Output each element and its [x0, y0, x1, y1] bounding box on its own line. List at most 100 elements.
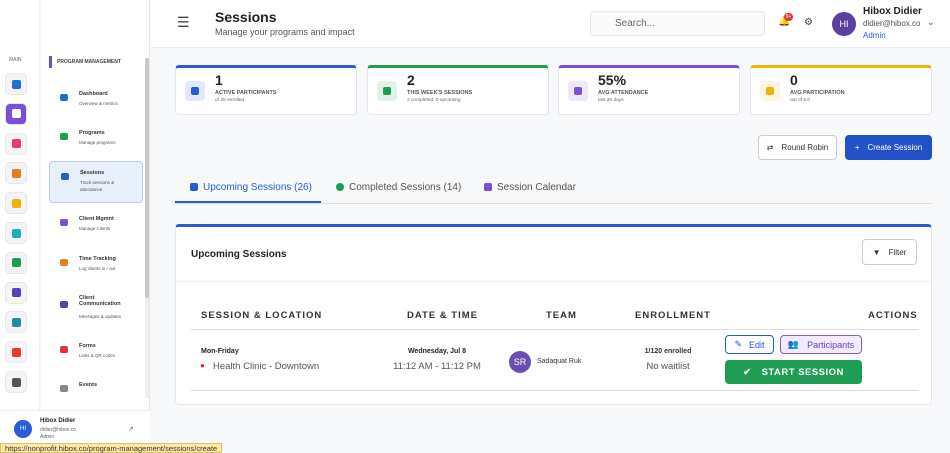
- stat-value: 1: [215, 72, 223, 88]
- rail-icon[interactable]: [5, 132, 27, 155]
- stat-icon: [377, 81, 397, 101]
- rail-icon[interactable]: [5, 73, 27, 95]
- stat-note: last 30 days: [598, 98, 624, 103]
- tab-underline: [175, 201, 321, 203]
- nav-icon: [60, 94, 68, 101]
- team-avatar: SR: [509, 351, 531, 373]
- stat-note: of 25 enrolled: [215, 98, 245, 103]
- avatar: HI: [14, 420, 32, 438]
- nav-desc: Log clients in / out: [79, 266, 116, 271]
- date-text: Wednesday, Jul 8: [407, 348, 467, 355]
- rail-icon[interactable]: [5, 341, 27, 364]
- start-session-button[interactable]: ✔ START SESSION: [725, 360, 862, 384]
- stat-value: 0: [790, 72, 798, 88]
- chevron[interactable]: ⌄: [927, 17, 935, 27]
- header: ☰ Sessions Manage your programs and impa…: [151, 0, 950, 48]
- create-session-button[interactable]: + Create Session: [845, 135, 932, 160]
- button-label: Participants: [807, 339, 855, 350]
- rail-icon[interactable]: [5, 192, 27, 215]
- section-label: PROGRAM MANAGEMENT: [57, 59, 121, 65]
- nav-icon: [60, 259, 68, 266]
- avatar[interactable]: HI: [832, 12, 856, 36]
- button-label: Edit: [749, 339, 765, 350]
- menu-toggle[interactable]: ☰: [177, 14, 190, 30]
- nav-desc: Track sessions & attendance: [80, 180, 115, 192]
- rail-icon[interactable]: [5, 371, 27, 393]
- sessions-panel: Upcoming Sessions ▼ Filter SESSION & LOCA…: [175, 224, 932, 405]
- nav-label: Client Mgmnt: [79, 216, 114, 222]
- filter-button[interactable]: ▼ Filter: [862, 239, 917, 265]
- nav-item[interactable]: Client Communication Messages & updates: [49, 287, 143, 321]
- rail-label: MAIN: [9, 57, 22, 63]
- nav-icon: [60, 385, 68, 392]
- rail-icon[interactable]: [5, 311, 27, 334]
- settings-icon[interactable]: ⚙: [804, 17, 813, 28]
- nav-label: Events: [79, 382, 98, 388]
- sidebar-user[interactable]: HI Hibox Didier didier@hibox.co Admin ↗: [0, 410, 150, 445]
- stat-note: out of 5.0: [790, 98, 811, 103]
- rail-icon[interactable]: [5, 162, 27, 185]
- rail-icon[interactable]: [5, 102, 27, 125]
- nav-item[interactable]: Forms Links & QR codes: [49, 335, 143, 369]
- nav-icon: [61, 173, 69, 180]
- nav-desc: Messages & updates: [79, 314, 122, 319]
- enrolled-text: 1/120 enrolled: [644, 348, 692, 355]
- user-role: Admin: [40, 434, 55, 440]
- user-email: didier@hibox.co: [863, 19, 921, 28]
- stat-icon: [760, 81, 780, 101]
- tabs-divider: [175, 203, 932, 204]
- nav-icon: [60, 301, 68, 308]
- bell-icon[interactable]: 🔔: [778, 16, 791, 27]
- nav-desc: Links & QR codes: [79, 353, 116, 358]
- nav-label: Forms: [79, 343, 96, 349]
- nav-item[interactable]: Dashboard Overview & metrics: [49, 83, 143, 117]
- stat-card: 2 THIS WEEK'S SESSIONS 2 completed, 0 upco…: [367, 65, 549, 115]
- stat-value: 55%: [598, 72, 627, 88]
- nav-item[interactable]: Client Mgmnt Manage Clients: [49, 208, 143, 242]
- nav-item[interactable]: Sessions Track sessions & attendance: [49, 161, 143, 203]
- rail-icon[interactable]: [5, 222, 27, 244]
- round-robin-button[interactable]: ⇄ Round Robin: [758, 135, 837, 160]
- button-label: Filter: [888, 247, 907, 257]
- pin-icon: ●: [200, 361, 205, 370]
- divider: [191, 390, 918, 391]
- column-header: TEAM: [546, 310, 577, 321]
- tab-icon: [190, 183, 198, 191]
- button-label: Create Session: [867, 143, 923, 152]
- tab-label: Completed Sessions (14): [349, 181, 462, 193]
- nav-label: Programs: [79, 130, 105, 136]
- tab[interactable]: Session Calendar: [484, 180, 576, 194]
- location: Health Clinic - Downtown: [213, 361, 320, 372]
- page-subtitle: Manage your programs and impact: [215, 27, 355, 37]
- stat-card: 55% AVG ATTENDANCE last 30 days: [558, 65, 740, 115]
- stat-label: ACTIVE PARTICIPANTS: [215, 90, 277, 96]
- tab[interactable]: Upcoming Sessions (26): [190, 180, 312, 194]
- edit-button[interactable]: ✎ Edit: [725, 335, 774, 354]
- badge: 9+: [784, 13, 793, 21]
- search[interactable]: Search...: [590, 11, 765, 36]
- user-name: Hibox Didier: [863, 6, 922, 17]
- scrollbar: [145, 58, 149, 398]
- nav-item[interactable]: Time Tracking Log clients in / out: [49, 248, 143, 282]
- user-role: Admin: [863, 31, 886, 40]
- nav-icon: [60, 133, 68, 140]
- panel-title: Upcoming Sessions: [191, 249, 287, 260]
- nav-label: Time Tracking: [79, 256, 116, 262]
- tab-label: Session Calendar: [497, 181, 576, 193]
- nav-item[interactable]: Programs Manage programs: [49, 122, 143, 156]
- tab-icon: [484, 183, 492, 191]
- stat-value: 2: [407, 72, 415, 88]
- nav-item[interactable]: Events: [49, 374, 143, 408]
- rail-icon[interactable]: [5, 281, 27, 304]
- user-name: Hibox Didier: [40, 418, 76, 424]
- participants-button[interactable]: 👥 Participants: [780, 335, 862, 354]
- team-name: Sadaquat Ruk: [537, 358, 582, 365]
- nav-label: Client Communication: [79, 295, 121, 307]
- button-label: Round Robin: [781, 143, 829, 152]
- tab[interactable]: Completed Sessions (14): [336, 180, 461, 194]
- column-header: ENROLLMENT: [635, 310, 711, 321]
- rail-icon[interactable]: [5, 251, 27, 274]
- nav-icon: [60, 346, 68, 353]
- status-url: https://nonprofit.hibox.co/program-manag…: [0, 443, 223, 453]
